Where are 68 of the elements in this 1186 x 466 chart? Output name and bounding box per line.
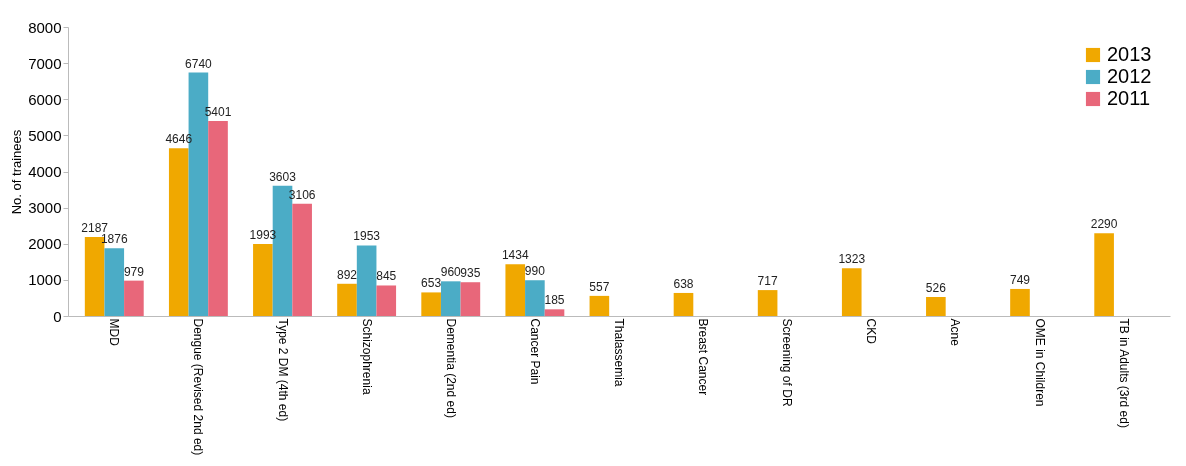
data-label: 3603: [269, 169, 297, 184]
x-tick-label: Schizophrenia: [359, 318, 374, 395]
legend-label: 2012: [1107, 65, 1152, 87]
legend-label: 2011: [1107, 87, 1151, 109]
y-tick-label: 4000: [28, 163, 62, 180]
bar: [376, 285, 397, 316]
bar: [1094, 233, 1114, 316]
x-tick-label: OME in Children: [1032, 318, 1047, 407]
bar: [356, 245, 377, 316]
x-tick-label: Acne: [948, 318, 963, 347]
data-label: 717: [757, 274, 778, 289]
data-label: 2187: [81, 220, 109, 235]
data-label: 1876: [100, 232, 128, 247]
bar: [673, 292, 694, 316]
data-label: 749: [1009, 272, 1031, 287]
data-label: 845: [376, 269, 397, 284]
y-axis-title: No. of trainees: [9, 129, 25, 215]
y-tick-label: 2000: [28, 235, 62, 253]
data-label: 526: [925, 281, 947, 295]
x-tick-label: MDD: [107, 318, 122, 347]
data-label: 185: [544, 293, 565, 308]
y-tick-label: 6000: [28, 90, 62, 108]
x-tick-label: TB in Adults (3rd ed): [1116, 318, 1131, 428]
x-tick-label: Breast Cancer: [696, 318, 711, 396]
y-tick-label: 1000: [28, 271, 62, 289]
data-label: 653: [421, 276, 442, 291]
bar: [168, 148, 189, 316]
bar: [589, 295, 610, 316]
y-tick-label: 3000: [28, 199, 62, 217]
y-tick-label: 7000: [28, 54, 62, 72]
bar: [440, 281, 461, 316]
bar: [926, 297, 946, 316]
bar: [505, 264, 526, 316]
bar: [757, 290, 778, 316]
bar: [124, 280, 144, 316]
data-label: 1434: [501, 248, 529, 263]
data-label: 935: [460, 266, 481, 281]
bar: [208, 120, 228, 316]
data-label: 892: [336, 267, 358, 282]
data-label: 1323: [838, 252, 866, 267]
bar: [841, 268, 862, 316]
legend-label: 2013: [1107, 43, 1152, 65]
data-label: 557: [589, 279, 610, 294]
data-label: 979: [123, 264, 145, 279]
data-label: 2290: [1090, 217, 1118, 232]
x-tick-label: Thalassemia: [612, 318, 626, 387]
bar: [253, 244, 273, 316]
bar: [421, 292, 441, 316]
x-tick-label: Dengue (Revised 2nd ed): [191, 318, 206, 456]
y-tick-label: 8000: [28, 18, 62, 36]
bar: [544, 309, 565, 316]
bar: [104, 248, 125, 316]
bar: [292, 203, 312, 316]
bar: [337, 283, 357, 316]
bar: [525, 280, 545, 316]
bar: [460, 282, 481, 316]
x-tick-label: Type 2 DM (4th ed): [275, 318, 290, 422]
y-tick-label: 0: [53, 307, 62, 325]
data-label: 638: [673, 276, 694, 291]
bar: [1010, 288, 1030, 316]
y-tick-label: 5000: [28, 126, 62, 144]
x-tick-label: Screening of DR: [780, 318, 795, 407]
data-label: 6740: [185, 56, 213, 71]
x-tick-label: Dementia (2nd ed): [443, 318, 458, 418]
data-label: 990: [524, 264, 546, 279]
x-tick-label: Cancer Pain: [527, 318, 542, 385]
data-label: 1953: [353, 229, 381, 244]
x-tick-label: CKD: [864, 318, 879, 345]
